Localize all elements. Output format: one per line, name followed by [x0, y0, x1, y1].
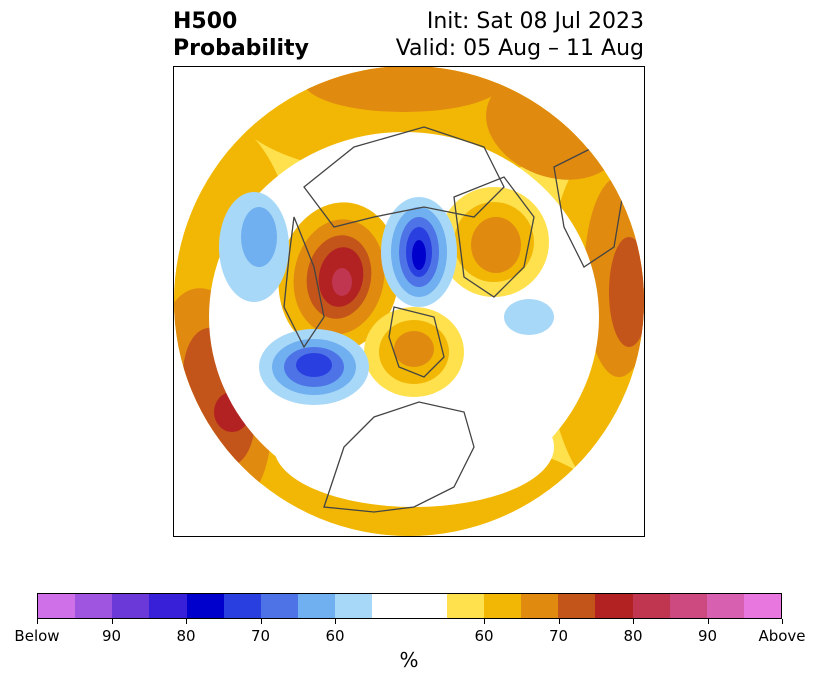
colorbar-tick-mark: [335, 619, 336, 624]
colorbar-tick-label: 80: [623, 627, 643, 645]
colorbar-segment-7: [298, 594, 336, 618]
colorbar-tick-label: 90: [697, 627, 718, 645]
coastline-0: [323, 401, 475, 513]
colorbar-segment-4: [186, 594, 224, 618]
below-pole-peak: [412, 240, 426, 270]
init-date-label: Init: Sat 08 Jul 2023: [426, 9, 644, 34]
coastline-1: [303, 126, 505, 228]
title-line-1: H500: [173, 9, 238, 34]
colorbar-tick-mark: [111, 619, 113, 624]
colorbar-segment-8: [335, 594, 373, 618]
below-atlantic-core: [241, 207, 277, 267]
colorbar-segment-5: [223, 594, 261, 618]
colorbar-tick-label: 60: [325, 627, 345, 645]
colorbar-tick-mark: [484, 619, 485, 624]
coastline-2: [453, 176, 535, 298]
colorbar-segment-10: [409, 594, 447, 618]
colorbar-tick-label: Below: [14, 627, 60, 645]
colorbar-tick-mark: [37, 619, 38, 624]
colorbar-tick-mark: [260, 619, 262, 624]
valid-date-label: Valid: 05 Aug – 11 Aug: [395, 36, 644, 61]
below-europe: [504, 299, 554, 335]
colorbar-segment-0: [38, 594, 76, 618]
colorbar-segment-17: [669, 594, 707, 618]
colorbar-tick-mark: [558, 619, 560, 624]
hemisphere-map: [174, 67, 644, 536]
colorbar-segment-14: [558, 594, 596, 618]
colorbar: [37, 593, 782, 619]
colorbar-segment-16: [632, 594, 670, 618]
colorbar-segment-1: [75, 594, 113, 618]
coastline-3: [388, 306, 445, 378]
above-north-atlantic: [304, 67, 504, 112]
probability-field: [174, 67, 644, 536]
date-info: Init: Sat 08 Jul 2023 Valid: 05 Aug – 11…: [396, 8, 644, 62]
colorbar-segment-13: [521, 594, 559, 618]
colorbar-segment-15: [595, 594, 633, 618]
above-east-edge-core: [609, 237, 644, 347]
colorbar-tick-label: 90: [101, 627, 122, 645]
chart-title: H500 Probability: [173, 8, 309, 62]
colorbar-tick-mark: [633, 619, 634, 624]
colorbar-tick-label: 60: [474, 627, 494, 645]
map-frame: [173, 66, 645, 537]
colorbar-segment-19: [743, 594, 782, 618]
colorbar-segment-12: [483, 594, 522, 618]
colorbar-segment-6: [260, 594, 299, 618]
colorbar-tick-mark: [782, 619, 783, 624]
colorbar-unit-label: %: [399, 648, 419, 672]
above-siberia-peak: [471, 217, 521, 273]
above-arctic-peak: [394, 331, 434, 367]
colorbar-segment-11: [446, 594, 484, 618]
above-west-canada-peak: [332, 268, 352, 296]
colorbar-segment-2: [112, 594, 150, 618]
colorbar-tick-mark: [707, 619, 709, 624]
title-line-2: Probability: [173, 36, 309, 61]
colorbar-tick-label: 70: [548, 627, 569, 645]
below-north-pacific-peak: [296, 353, 332, 377]
colorbar-tick-label: 70: [250, 627, 271, 645]
colorbar-segment-9: [372, 594, 410, 618]
colorbar-tick-mark: [186, 619, 187, 624]
colorbar-tick-label: 80: [176, 627, 196, 645]
colorbar-segment-3: [149, 594, 187, 618]
neutral-south: [274, 387, 554, 507]
coastline-4: [283, 216, 325, 349]
colorbar-segment-18: [706, 594, 744, 618]
colorbar-tick-label: Above: [758, 627, 806, 645]
